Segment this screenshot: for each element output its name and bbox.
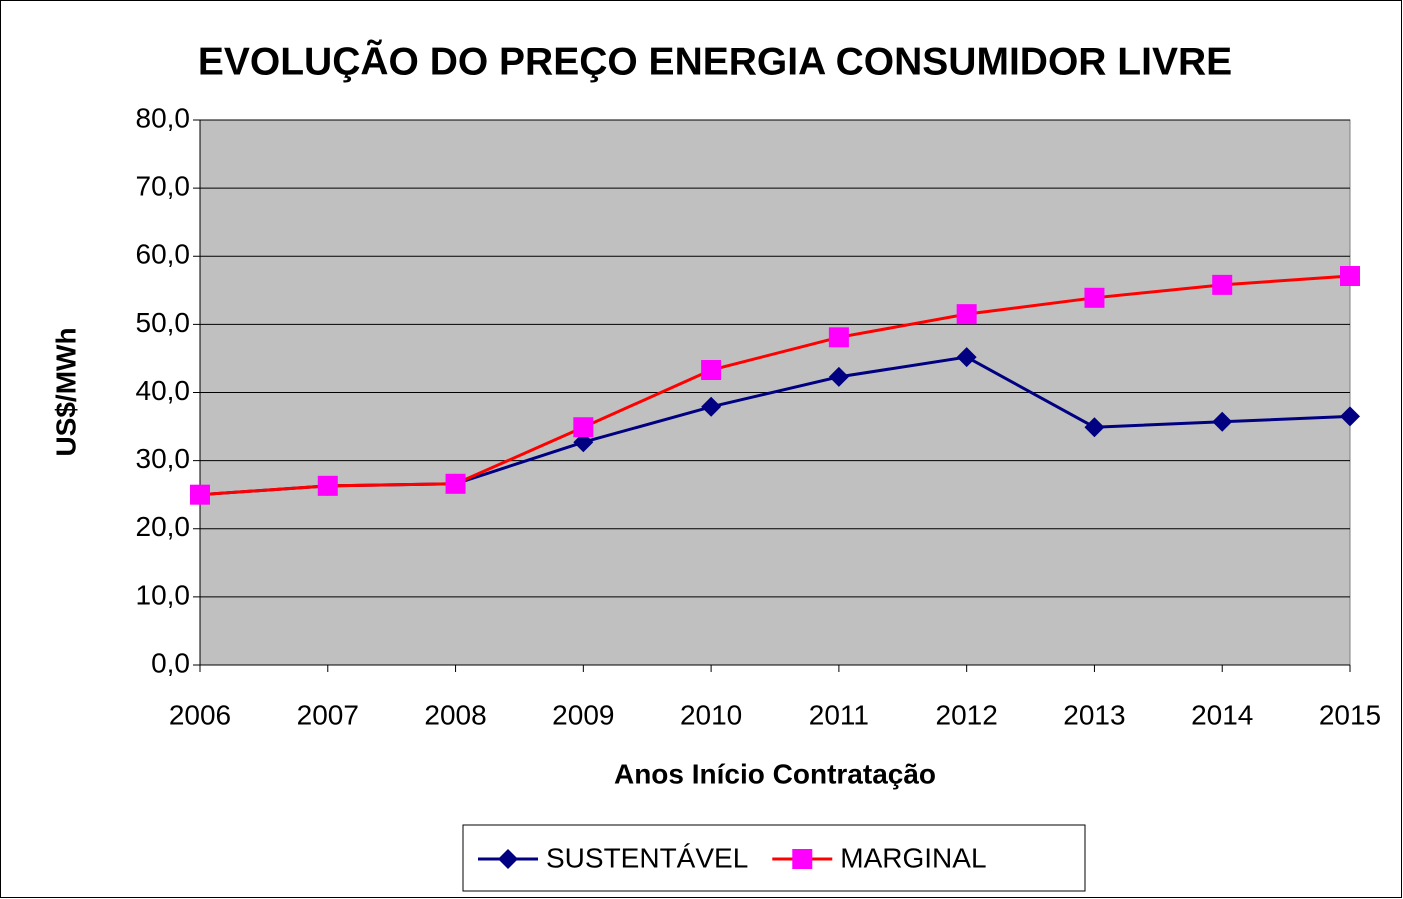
- y-tick-label: 20,0: [136, 511, 191, 542]
- y-tick-label: 60,0: [136, 239, 191, 270]
- x-tick-label: 2013: [1063, 699, 1125, 730]
- data-point: [828, 327, 849, 348]
- x-tick-label: 2008: [424, 699, 486, 730]
- data-point: [1212, 274, 1233, 295]
- x-tick-label: 2014: [1191, 699, 1253, 730]
- data-point: [445, 473, 466, 494]
- y-tick-label: 10,0: [136, 579, 191, 610]
- data-point: [1340, 406, 1360, 427]
- data-point: [1084, 417, 1105, 438]
- data-point: [956, 347, 977, 368]
- series-line: [199, 274, 1351, 497]
- y-tick-label: 50,0: [136, 307, 191, 338]
- data-point: [956, 304, 977, 325]
- x-tick-label: 2012: [936, 699, 998, 730]
- legend-label: SUSTENTÁVEL: [546, 842, 748, 873]
- x-tick-label: 2010: [680, 699, 742, 730]
- data-point: [828, 366, 849, 387]
- y-tick-label: 30,0: [136, 443, 191, 474]
- legend-marker: [792, 849, 813, 869]
- y-tick-label: 70,0: [136, 171, 191, 202]
- y-tick-label: 80,0: [136, 102, 191, 133]
- data-point: [190, 484, 210, 505]
- x-tick-label: 2009: [552, 699, 614, 730]
- y-tick-label: 40,0: [136, 375, 191, 406]
- x-tick-label: 2011: [809, 699, 869, 730]
- data-point: [1084, 287, 1105, 308]
- data-point: [573, 417, 594, 438]
- data-point: [317, 475, 338, 496]
- y-tick-label: 0,0: [151, 647, 190, 678]
- data-point: [701, 360, 722, 381]
- legend-marker: [498, 849, 518, 869]
- legend-label: MARGINAL: [840, 842, 986, 873]
- chart-title: EVOLUÇÃO DO PREÇO ENERGIA CONSUMIDOR LIV…: [198, 39, 1232, 83]
- x-tick-label: 2006: [169, 699, 231, 730]
- data-point: [701, 396, 722, 417]
- x-tick-label: 2015: [1319, 699, 1381, 730]
- x-axis-title: Anos Início Contratação: [614, 758, 936, 789]
- data-point: [1212, 411, 1233, 432]
- data-point: [1340, 266, 1360, 287]
- x-tick-label: 2007: [297, 699, 359, 730]
- y-axis-title: US$/MWh: [50, 327, 81, 456]
